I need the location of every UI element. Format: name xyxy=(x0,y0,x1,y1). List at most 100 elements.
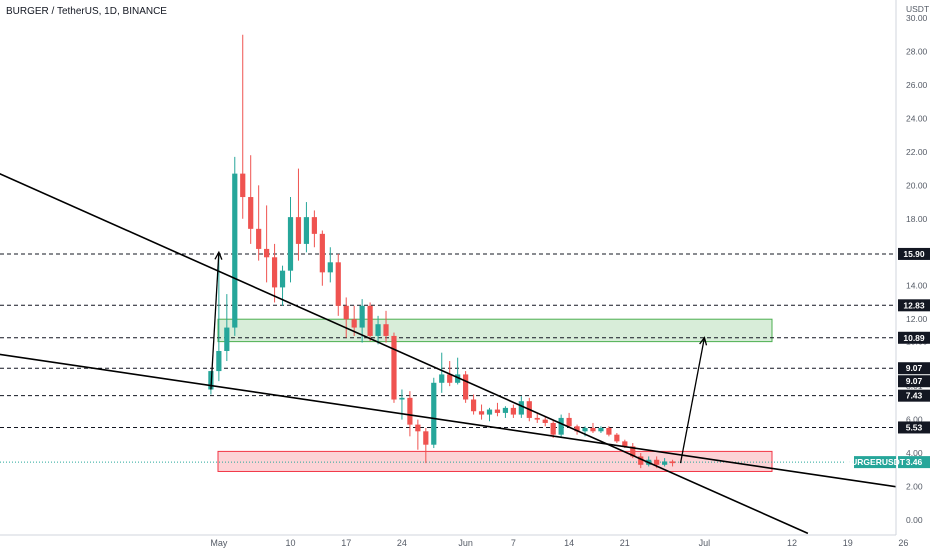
candle-body[interactable] xyxy=(478,411,485,415)
candle-body[interactable] xyxy=(598,427,604,432)
candle-body[interactable] xyxy=(614,434,620,442)
y-tick-label: 2.00 xyxy=(906,482,923,492)
candle-body[interactable] xyxy=(470,399,477,412)
candle-body[interactable] xyxy=(518,401,524,415)
y-tick-label: 14.00 xyxy=(906,281,928,291)
candle-body[interactable] xyxy=(224,327,230,351)
candle-body[interactable] xyxy=(542,419,548,423)
candle-body[interactable] xyxy=(486,409,493,415)
x-tick-label: Jul xyxy=(699,538,711,548)
candle-body[interactable] xyxy=(638,456,644,465)
candle-body[interactable] xyxy=(439,374,445,383)
candle-body[interactable] xyxy=(232,173,238,328)
y-tick-label: 26.00 xyxy=(906,80,928,90)
x-tick-label: 24 xyxy=(397,538,407,548)
price-level-tag xyxy=(898,299,930,312)
candle-body[interactable] xyxy=(630,446,636,457)
candle-body[interactable] xyxy=(550,422,556,435)
price-level-tag xyxy=(898,362,930,375)
candle-body[interactable] xyxy=(622,441,628,447)
candle-body[interactable] xyxy=(574,426,580,432)
x-tick-label: 10 xyxy=(285,538,295,548)
candle-body[interactable] xyxy=(319,233,325,273)
x-tick-label: 26 xyxy=(898,538,908,548)
target-arrow[interactable] xyxy=(679,337,706,464)
candle-body[interactable] xyxy=(431,382,437,445)
price-level-tag-label: 7.43 xyxy=(906,391,923,401)
x-tick-label: 17 xyxy=(341,538,351,548)
candle-body[interactable] xyxy=(248,197,254,229)
candle-body[interactable] xyxy=(279,270,286,288)
price-level-tag-label: 5.53 xyxy=(906,422,923,432)
target-arrow-head xyxy=(699,336,708,346)
candle-body[interactable] xyxy=(510,407,516,415)
time-axis[interactable] xyxy=(0,535,932,550)
candle-body[interactable] xyxy=(240,173,246,198)
x-tick-label: 7 xyxy=(511,538,516,548)
candle-body[interactable] xyxy=(287,217,294,271)
rally-arrow[interactable] xyxy=(210,252,220,390)
candle-body[interactable] xyxy=(590,427,596,432)
price-level-tag-label: 9.07 xyxy=(906,376,923,386)
candle-body[interactable] xyxy=(383,324,389,336)
y-tick-label: 12.00 xyxy=(906,314,928,324)
candle-body[interactable] xyxy=(303,217,310,244)
price-level-tag xyxy=(898,247,930,260)
lower-trendline[interactable] xyxy=(0,353,932,495)
y-tick-label: 24.00 xyxy=(906,113,928,123)
rally-arrow-head xyxy=(214,250,223,260)
x-tick-label: 19 xyxy=(843,538,853,548)
chart-title: BURGER / TetherUS, 1D, BINANCE xyxy=(6,6,167,17)
candle-body[interactable] xyxy=(343,305,349,320)
candle-body[interactable] xyxy=(367,305,373,336)
candle-body[interactable] xyxy=(256,228,262,249)
candle-body[interactable] xyxy=(558,417,564,435)
candle-body[interactable] xyxy=(534,417,540,420)
y-tick-label: 20.00 xyxy=(906,180,928,190)
x-tick-label: Jun xyxy=(458,538,473,548)
price-level-tag xyxy=(898,375,930,388)
y-tick-label: 4.00 xyxy=(906,448,923,458)
candle-body[interactable] xyxy=(359,305,365,328)
price-level-tag-label: 10.89 xyxy=(903,333,925,343)
candle-body[interactable] xyxy=(662,461,668,465)
price-level-tag-label: 9.07 xyxy=(906,363,923,373)
price-level-tag xyxy=(898,421,930,434)
symbol-badge-label: BURGERUSDT xyxy=(845,457,906,467)
candle-body[interactable] xyxy=(494,409,501,413)
candle-body[interactable] xyxy=(295,217,302,244)
candle-body[interactable] xyxy=(311,217,317,234)
support-zone xyxy=(217,450,773,472)
candle-body[interactable] xyxy=(566,417,572,427)
x-tick-label: 21 xyxy=(620,538,630,548)
current-price-tag xyxy=(898,456,930,469)
candle-body[interactable] xyxy=(216,350,222,372)
candle-body[interactable] xyxy=(606,427,612,435)
y-tick-label: 28.00 xyxy=(906,46,928,56)
candle-body[interactable] xyxy=(582,427,588,432)
candle-body[interactable] xyxy=(463,374,469,400)
y-tick-label: 22.00 xyxy=(906,147,928,157)
candle-body[interactable] xyxy=(399,397,405,400)
candle-body[interactable] xyxy=(375,324,381,336)
candle-body[interactable] xyxy=(391,335,397,400)
candle-body[interactable] xyxy=(669,461,676,464)
candle-body[interactable] xyxy=(455,374,461,383)
candle-body[interactable] xyxy=(423,431,429,445)
y-tick-label: 18.00 xyxy=(906,214,928,224)
candle-body[interactable] xyxy=(502,407,509,413)
candle-body[interactable] xyxy=(654,459,660,465)
current-price-label: 3.46 xyxy=(906,457,923,467)
candle-body[interactable] xyxy=(327,262,333,273)
candle-body[interactable] xyxy=(415,424,421,432)
candle-body[interactable] xyxy=(271,257,278,288)
candle-body[interactable] xyxy=(447,374,453,383)
candle-body[interactable] xyxy=(335,262,341,306)
candle-body[interactable] xyxy=(264,248,270,258)
upper-trendline[interactable] xyxy=(0,169,809,535)
x-tick-label: May xyxy=(210,538,228,548)
candle-body[interactable] xyxy=(407,397,413,425)
candle-body[interactable] xyxy=(351,319,357,328)
